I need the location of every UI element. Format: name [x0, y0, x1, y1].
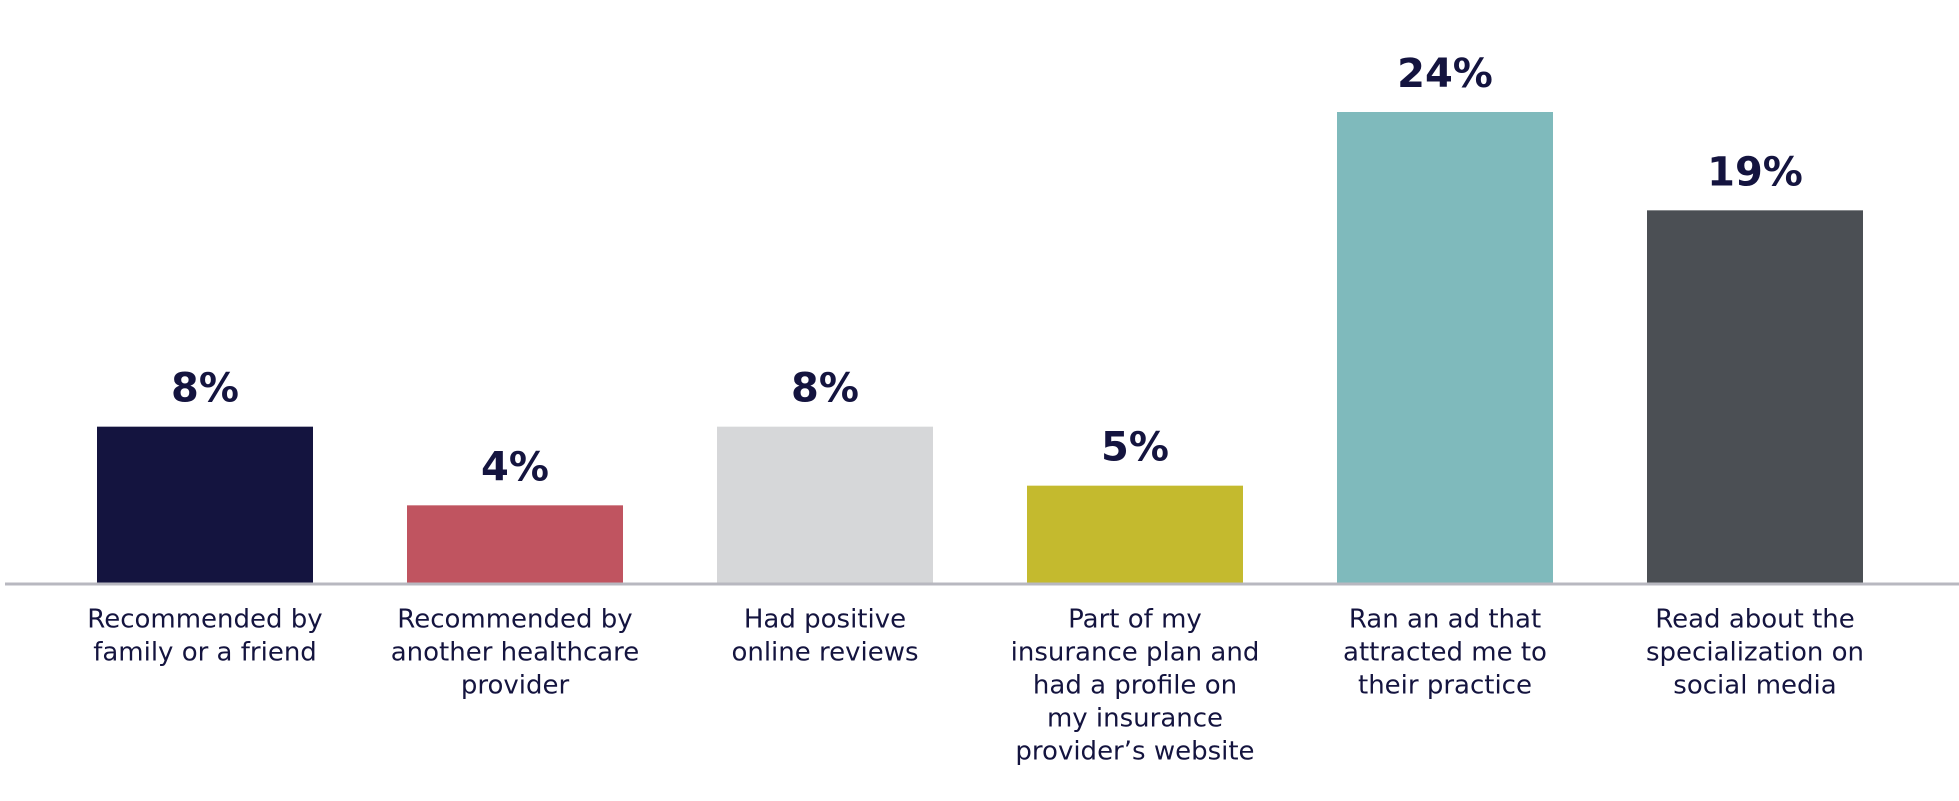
category-label: specialization on — [1646, 638, 1864, 668]
bar — [1027, 485, 1243, 584]
category-label: provider’s website — [1015, 737, 1254, 767]
value-label: 19% — [1707, 149, 1803, 195]
category-label: had a profile on — [1033, 671, 1237, 701]
value-label: 8% — [171, 366, 239, 412]
category-label: attracted me to — [1343, 638, 1547, 668]
category-label: my insurance — [1047, 704, 1223, 734]
category-label: provider — [461, 671, 570, 701]
category-label: their practice — [1358, 671, 1532, 701]
category-label: Recommended by — [87, 605, 322, 635]
bar — [1337, 112, 1553, 584]
bar — [1647, 210, 1863, 585]
category-label: online reviews — [731, 638, 918, 668]
value-label: 8% — [791, 366, 859, 412]
category-label: another healthcare — [391, 638, 640, 668]
value-label: 4% — [481, 444, 549, 490]
category-label: insurance plan and — [1011, 638, 1260, 668]
category-label: Had positive — [744, 605, 906, 635]
category-label: social media — [1673, 671, 1836, 701]
bar — [717, 426, 933, 584]
category-label: family or a friend — [93, 638, 317, 668]
bar — [407, 505, 623, 584]
value-label: 24% — [1397, 51, 1493, 97]
value-label: 5% — [1101, 425, 1169, 471]
category-label: Part of my — [1068, 605, 1202, 635]
category-label: Read about the — [1655, 605, 1855, 635]
bar — [97, 426, 313, 584]
category-label: Ran an ad that — [1349, 605, 1541, 635]
category-label: Recommended by — [397, 605, 632, 635]
